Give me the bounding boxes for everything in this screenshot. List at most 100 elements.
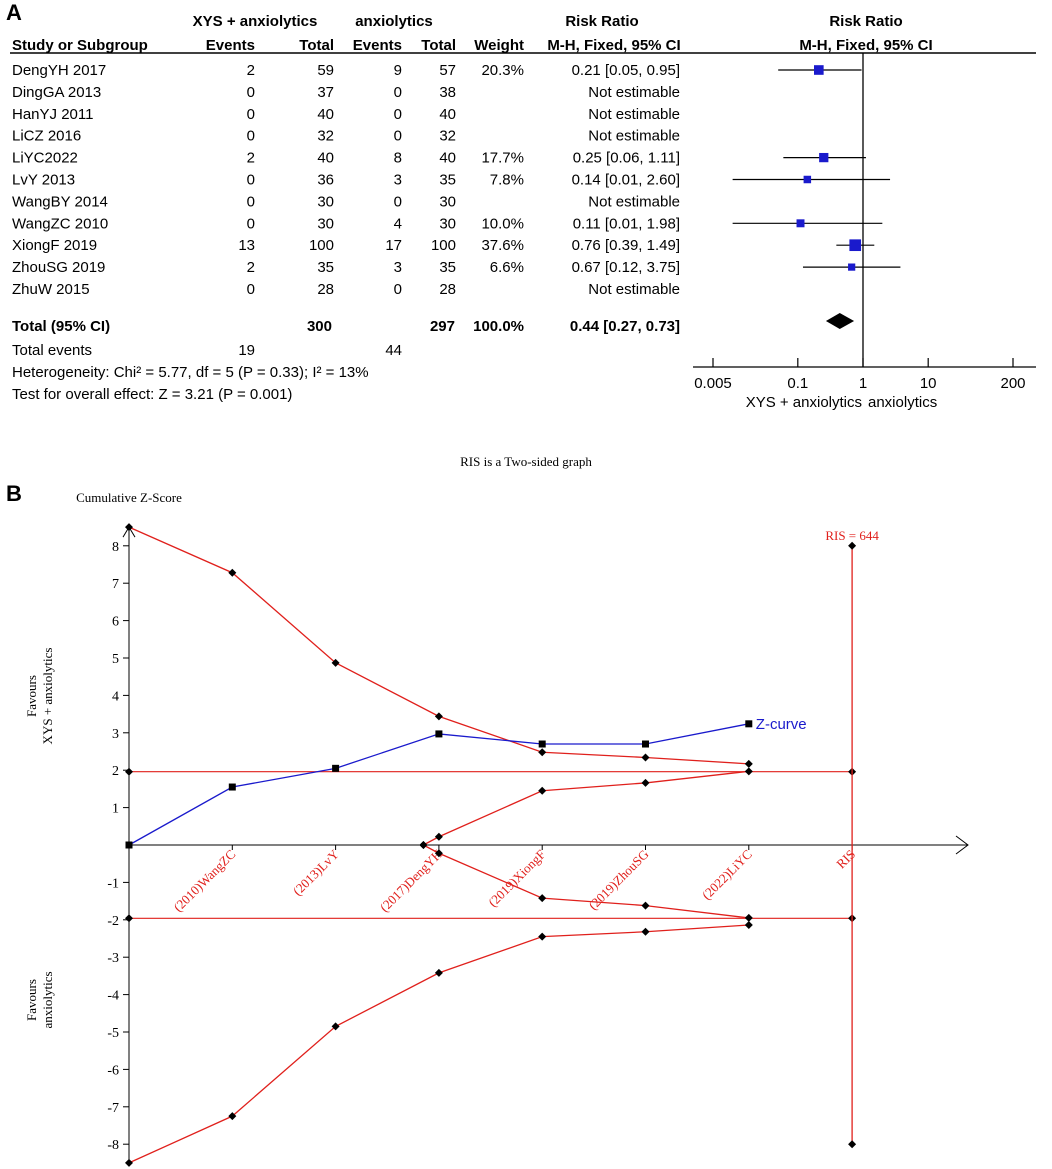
study-weight: 7.8% xyxy=(490,172,524,189)
study-events2: 8 xyxy=(394,150,402,167)
study-ci: Not estimable xyxy=(588,84,680,101)
study-weight: 17.7% xyxy=(481,150,524,167)
study-ci: 0.76 [0.39, 1.49] xyxy=(572,237,680,254)
study-events2: 0 xyxy=(394,281,402,298)
study-ci: 0.67 [0.12, 3.75] xyxy=(572,259,680,276)
lower-harm-boundary-marker xyxy=(641,927,650,936)
tsa-panel: B RIS is a Two-sided graph Cumulative Z-… xyxy=(6,454,969,1167)
total-t1: 300 xyxy=(307,318,332,335)
conventional-boundary-marker xyxy=(125,914,133,923)
header-events1: Events xyxy=(206,37,255,54)
lower-harm-boundary-line xyxy=(128,924,749,1164)
lower-harm-boundary-marker xyxy=(538,932,547,941)
total-events-e2: 44 xyxy=(385,342,402,359)
study-events1: 0 xyxy=(247,281,255,298)
upper-benefit-boundary-marker xyxy=(331,658,340,667)
study-total2: 40 xyxy=(439,150,456,167)
study-events1: 0 xyxy=(247,128,255,145)
study-events2: 0 xyxy=(394,128,402,145)
study-total2: 35 xyxy=(439,172,456,189)
header-method-text: M-H, Fixed, 95% CI xyxy=(547,37,680,54)
study-point-square xyxy=(796,219,805,228)
forest-plot-area: 0.005 0.1 1 10 200 xyxy=(693,53,1036,392)
study-point-square xyxy=(814,65,824,75)
header-group2: anxiolytics xyxy=(355,13,433,30)
study-events1: 13 xyxy=(238,237,255,254)
lower-harm-boundary-marker xyxy=(331,1022,340,1031)
study-ci: Not estimable xyxy=(588,193,680,210)
study-name: ZhuW 2015 xyxy=(12,281,90,298)
study-weight: 20.3% xyxy=(481,62,524,79)
tsa-x-category-label: (2019)ZhouSG xyxy=(585,847,651,913)
study-ci: Not estimable xyxy=(588,106,680,123)
tsa-title: RIS is a Two-sided graph xyxy=(460,454,592,469)
z-curve-marker xyxy=(745,720,753,728)
tsa-y-tick-label: 4 xyxy=(112,689,119,704)
study-events1: 2 xyxy=(247,150,255,167)
z-curve-marker xyxy=(228,783,236,791)
study-name: WangBY 2014 xyxy=(12,193,108,210)
favours-top-line2: XYS + anxiolytics xyxy=(40,648,55,745)
tsa-y-tick-label: -6 xyxy=(107,1063,119,1078)
study-total1: 37 xyxy=(317,84,334,101)
forest-rows: DengYH 2017 2 59 9 57 20.3% 0.21 [0.05, 0.95] D… xyxy=(12,62,680,298)
study-events1: 0 xyxy=(247,172,255,189)
favours-top-line1: Favours xyxy=(24,675,39,717)
header-total2: Total xyxy=(421,37,456,54)
study-name: ZhouSG 2019 xyxy=(12,259,105,276)
study-ci: 0.11 [0.01, 1.98] xyxy=(573,215,680,232)
favours-left-label: XYS + anxiolytics xyxy=(746,394,862,411)
lower-harm-boundary-marker xyxy=(228,1112,237,1121)
z-curve-marker xyxy=(435,730,443,738)
tsa-y-tick-label: 8 xyxy=(112,540,119,555)
study-name: LvY 2013 xyxy=(12,172,75,189)
favours-bottom-line2: anxiolytics xyxy=(40,971,55,1028)
header-weight: Weight xyxy=(474,37,524,54)
study-events2: 17 xyxy=(385,237,402,254)
upper-benefit-boundary-line xyxy=(128,526,749,765)
study-total2: 40 xyxy=(439,106,456,123)
z-curve-line xyxy=(128,723,749,846)
total-ci: 0.44 [0.27, 0.73] xyxy=(570,318,680,335)
study-total1: 100 xyxy=(309,237,334,254)
study-weight: 37.6% xyxy=(481,237,524,254)
study-total1: 32 xyxy=(317,128,334,145)
lower-harm-boundary-marker xyxy=(434,968,443,977)
forest-x-tick-label: 1 xyxy=(859,375,867,392)
study-total2: 35 xyxy=(439,259,456,276)
study-events1: 0 xyxy=(247,215,255,232)
study-ci: 0.25 [0.06, 1.11] xyxy=(573,150,680,167)
upper-futility-boundary-marker xyxy=(538,786,547,795)
header-method-plot: M-H, Fixed, 95% CI xyxy=(799,37,932,54)
z-curve-marker xyxy=(332,764,340,772)
total-events-label: Total events xyxy=(12,342,92,359)
tsa-x-category-label: (2010)WangZC xyxy=(170,847,238,915)
study-point-square xyxy=(849,239,862,252)
header-risk-ratio-text: Risk Ratio xyxy=(565,13,638,30)
study-events1: 0 xyxy=(247,193,255,210)
y-axis-title-line: Cumulative Z-Score xyxy=(76,490,182,505)
study-point-square xyxy=(819,152,829,163)
total-weight: 100.0% xyxy=(473,318,524,335)
total-t2: 297 xyxy=(430,318,455,335)
study-events2: 9 xyxy=(394,62,402,79)
forest-plot-panel: A XYS + anxiolytics anxiolytics Risk Rat… xyxy=(6,0,1036,411)
total-label: Total (95% CI) xyxy=(12,318,110,335)
study-name: LiYC2022 xyxy=(12,150,78,167)
favours-bottom-line1: Favours xyxy=(24,979,39,1021)
forest-x-tick-label: 10 xyxy=(920,375,937,392)
study-total2: 100 xyxy=(431,237,456,254)
lower-futility-boundary-marker xyxy=(419,841,428,849)
tsa-x-category-label: (2017)DengYH xyxy=(377,847,445,915)
favours-top-label: Favours XYS + anxiolytics xyxy=(24,648,55,745)
study-total1: 59 xyxy=(317,62,334,79)
tsa-y-tick-label: 1 xyxy=(112,802,119,817)
upper-futility-boundary-marker xyxy=(434,832,443,841)
study-events2: 0 xyxy=(394,193,402,210)
header-study: Study or Subgroup xyxy=(12,37,148,54)
ris-marker xyxy=(848,541,857,550)
heterogeneity-text: Heterogeneity: Chi² = 5.77, df = 5 (P = … xyxy=(12,364,369,381)
lower-futility-boundary-marker xyxy=(744,913,753,922)
study-name: DingGA 2013 xyxy=(12,84,101,101)
ris-marker xyxy=(848,1140,857,1149)
